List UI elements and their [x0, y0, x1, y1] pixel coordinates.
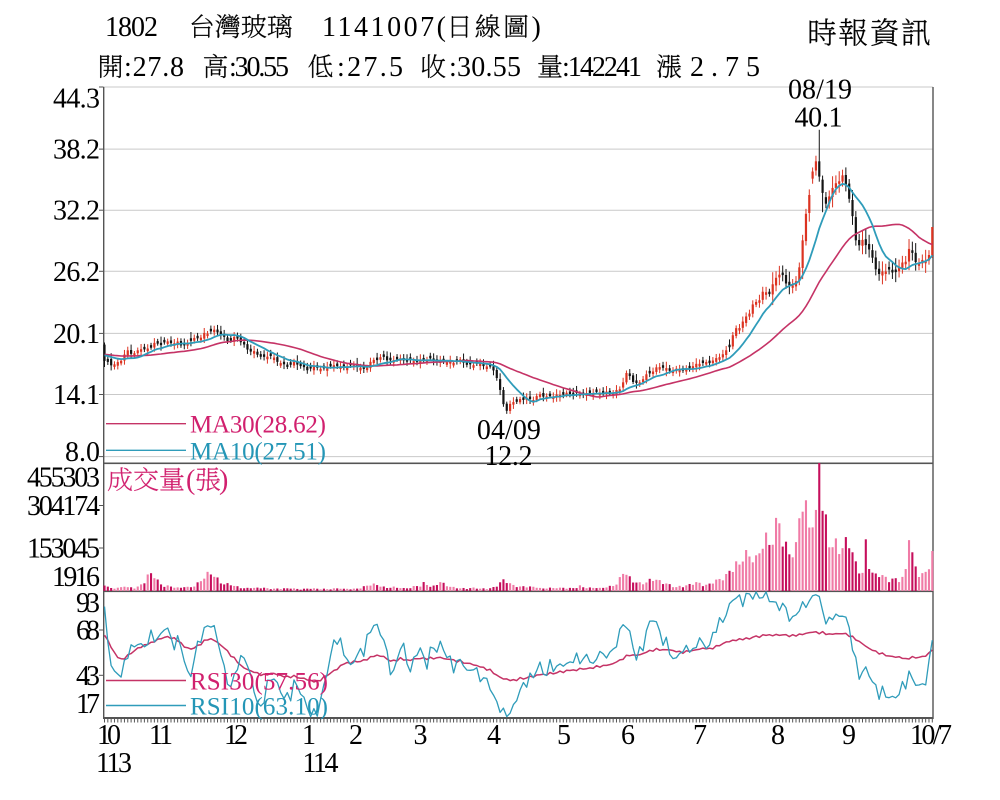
- svg-text:12: 12: [224, 720, 248, 751]
- svg-text:MA30(28.62): MA30(28.62): [190, 412, 326, 439]
- svg-text::27.5: :27.5: [337, 52, 403, 83]
- svg-text:44.3: 44.3: [53, 84, 100, 115]
- svg-text:): ): [532, 12, 541, 43]
- svg-text:43: 43: [76, 661, 100, 692]
- svg-text::27.8: :27.8: [124, 52, 184, 83]
- svg-text:17: 17: [76, 689, 100, 720]
- svg-text:26.2: 26.2: [53, 257, 100, 288]
- svg-text:113: 113: [96, 748, 132, 779]
- svg-text::142241: :142241: [562, 52, 642, 83]
- svg-text:1802: 1802: [105, 12, 158, 43]
- svg-text::30.55: :30.55: [229, 52, 289, 83]
- svg-text:8.0: 8.0: [65, 437, 100, 468]
- svg-text:04/09: 04/09: [477, 415, 541, 446]
- svg-text:7: 7: [693, 720, 707, 751]
- svg-text:11: 11: [149, 720, 173, 751]
- svg-text:20.1: 20.1: [53, 319, 100, 350]
- svg-text:MA10(27.51): MA10(27.51): [190, 439, 326, 466]
- svg-text:2.75: 2.75: [690, 52, 760, 83]
- svg-text:455303: 455303: [27, 463, 100, 494]
- svg-text:2: 2: [349, 720, 363, 751]
- svg-text:RSI30(57.56): RSI30(57.56): [190, 669, 328, 696]
- svg-text:(: (: [186, 465, 195, 496]
- svg-text:5: 5: [557, 720, 571, 751]
- svg-text:93: 93: [76, 588, 100, 619]
- svg-text:304174: 304174: [27, 491, 100, 522]
- svg-text:38.2: 38.2: [53, 135, 100, 166]
- svg-text:8: 8: [771, 720, 785, 751]
- svg-text:1916: 1916: [52, 562, 100, 593]
- svg-text:3: 3: [414, 720, 428, 751]
- svg-text:4: 4: [487, 720, 501, 751]
- svg-text:114: 114: [303, 748, 339, 779]
- svg-text:10: 10: [97, 720, 121, 751]
- svg-text:14.1: 14.1: [53, 380, 100, 411]
- svg-text::30.55: :30.55: [449, 52, 521, 83]
- svg-text:32.2: 32.2: [53, 196, 100, 227]
- svg-text:12.2: 12.2: [485, 441, 533, 472]
- svg-text:40.1: 40.1: [795, 103, 843, 134]
- svg-text:RSI10(63.10): RSI10(63.10): [190, 694, 328, 721]
- svg-text:6: 6: [621, 720, 635, 751]
- svg-text:68: 68: [76, 616, 100, 647]
- svg-text:9: 9: [842, 720, 856, 751]
- svg-text:10/7: 10/7: [910, 720, 952, 751]
- svg-text:08/19: 08/19: [788, 75, 852, 106]
- svg-text:1: 1: [302, 720, 316, 751]
- svg-text:): ): [219, 465, 228, 496]
- svg-text:153045: 153045: [27, 534, 100, 565]
- svg-text:1141007(: 1141007(: [322, 12, 446, 43]
